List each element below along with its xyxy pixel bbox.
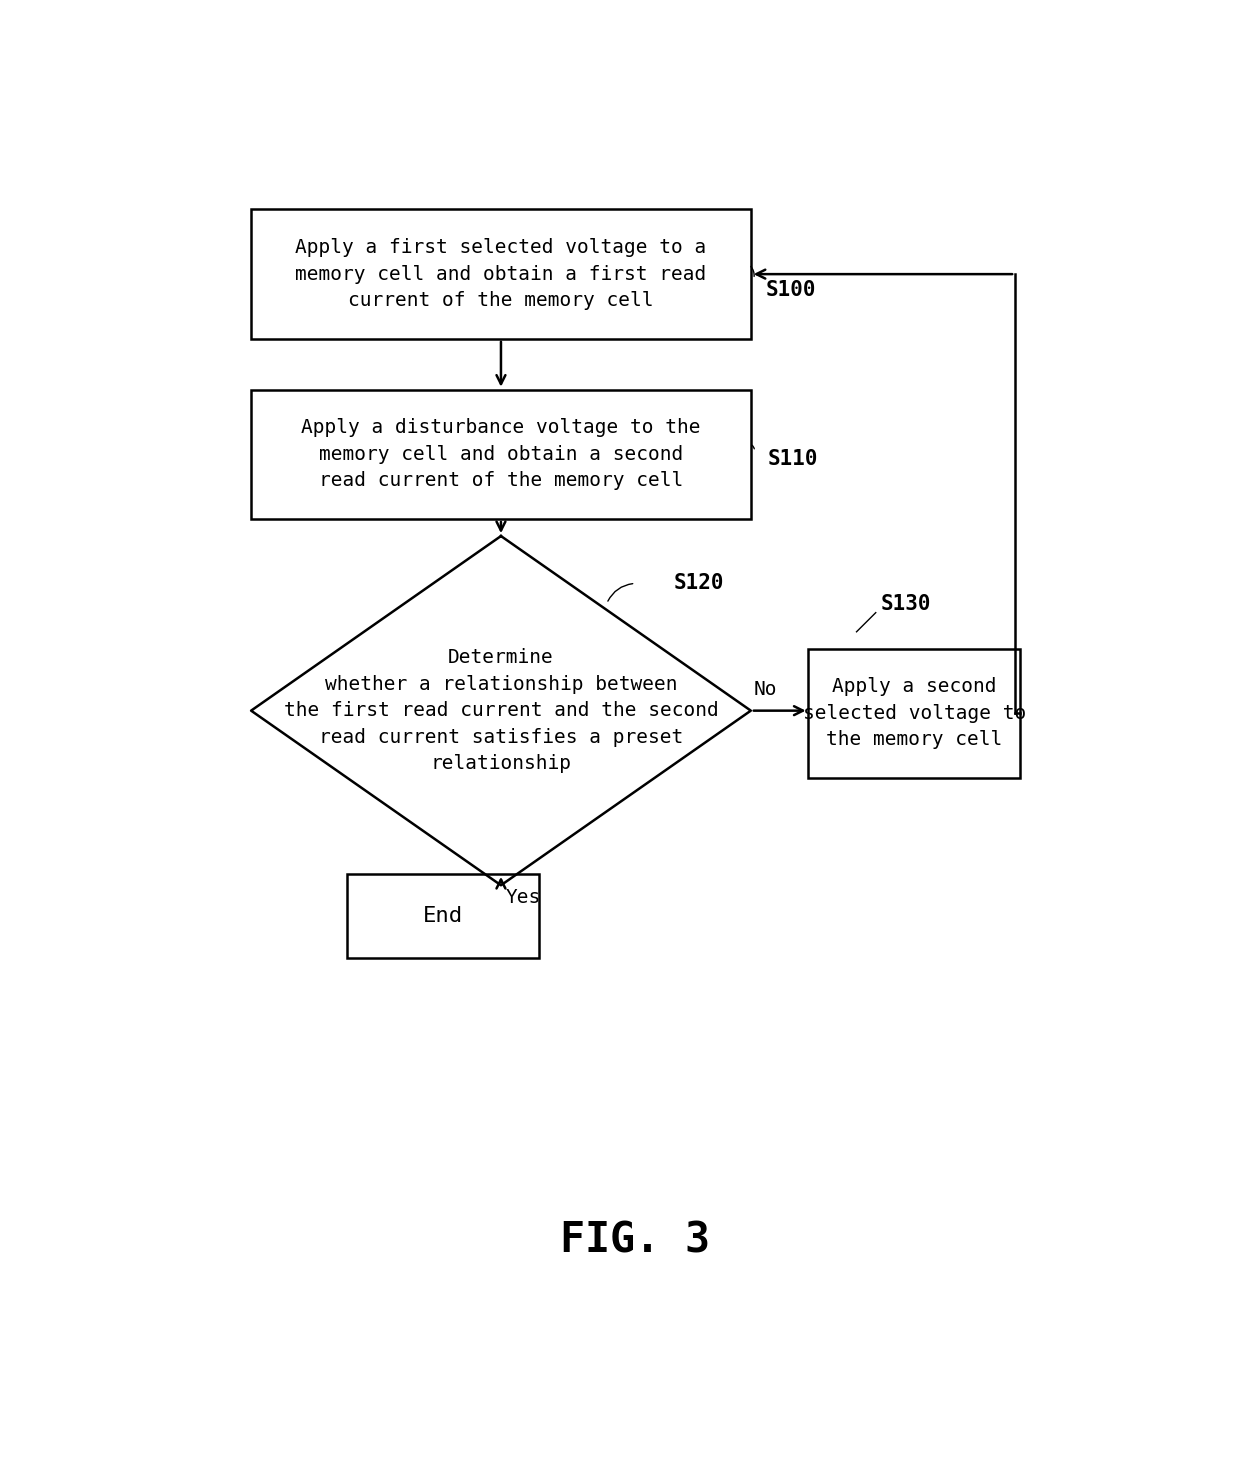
Text: No: No	[754, 680, 777, 699]
Text: Yes: Yes	[506, 888, 541, 907]
Text: S120: S120	[675, 573, 724, 594]
Text: S130: S130	[880, 594, 931, 613]
Bar	[250, 389, 751, 519]
Text: S100: S100	[765, 281, 816, 300]
Text: Determine
whether a relationship between
the first read current and the second
r: Determine whether a relationship between…	[284, 648, 718, 772]
Bar	[808, 648, 1019, 778]
Text: Apply a disturbance voltage to the
memory cell and obtain a second
read current : Apply a disturbance voltage to the memor…	[301, 418, 701, 490]
Text: End: End	[423, 906, 464, 926]
Text: Apply a second
selected voltage to
the memory cell: Apply a second selected voltage to the m…	[802, 677, 1025, 749]
Text: FIG. 3: FIG. 3	[560, 1219, 711, 1261]
Bar	[250, 209, 751, 339]
Bar	[347, 873, 539, 958]
Text: S110: S110	[768, 449, 818, 470]
Text: Apply a first selected voltage to a
memory cell and obtain a first read
current : Apply a first selected voltage to a memo…	[295, 238, 707, 310]
